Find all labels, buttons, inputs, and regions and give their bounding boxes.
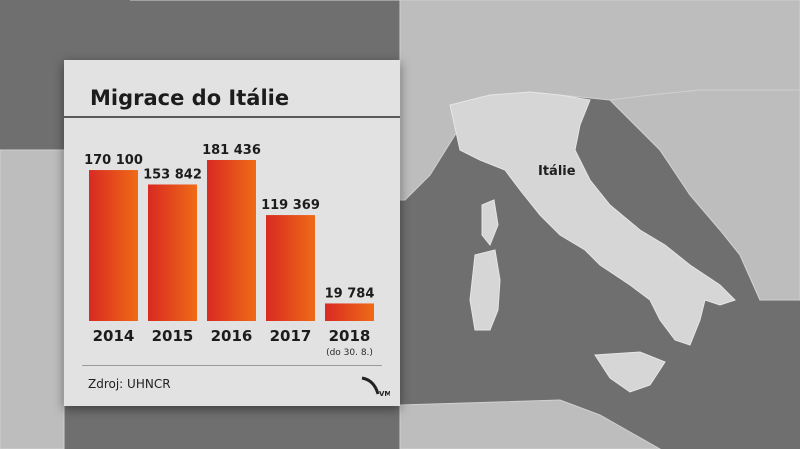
land-sicily xyxy=(594,351,666,393)
value-label-2016: 181 436 xyxy=(202,143,261,158)
chart-title: Migrace do Itálie xyxy=(90,86,290,110)
source-note: Zdroj: UHNCR xyxy=(88,377,171,391)
source-divider xyxy=(82,365,382,366)
category-label-2015: 2015 xyxy=(152,327,194,345)
category-label-2014: 2014 xyxy=(93,327,135,345)
bar-2015 xyxy=(148,184,197,321)
value-label-2018: 19 784 xyxy=(325,286,375,301)
category-label-2016: 2016 xyxy=(211,327,253,345)
category-note-2018: (do 30. 8.) xyxy=(326,348,373,358)
land-iberia xyxy=(0,149,65,449)
land-north-africa xyxy=(399,399,662,449)
value-label-2017: 119 369 xyxy=(261,198,320,213)
category-label-2018: 2018 xyxy=(329,327,371,345)
map-label-italy: Itálie xyxy=(538,164,576,179)
chart-card: Migrace do Itálie 170 100 2014 153 842 2015… xyxy=(64,60,400,406)
land-balkans xyxy=(608,89,800,301)
land-italy xyxy=(449,91,736,346)
broadcaster-logo: VM xyxy=(361,376,390,398)
bar-2014 xyxy=(89,170,138,321)
value-label-2015: 153 842 xyxy=(143,167,202,182)
category-label-2017: 2017 xyxy=(270,327,312,345)
bar-2016 xyxy=(207,160,256,321)
title-rule xyxy=(64,116,400,118)
bar-2018 xyxy=(325,303,374,321)
logo-text: VM xyxy=(379,390,390,398)
bar-2017 xyxy=(266,215,315,321)
land-sardinia xyxy=(469,249,501,331)
logo-swoosh-icon xyxy=(361,376,380,395)
bar-chart: 170 100 2014 153 842 2015 181 436 2016 119 369… xyxy=(84,143,375,358)
land-corsica xyxy=(481,199,499,246)
value-label-2014: 170 100 xyxy=(84,153,143,168)
